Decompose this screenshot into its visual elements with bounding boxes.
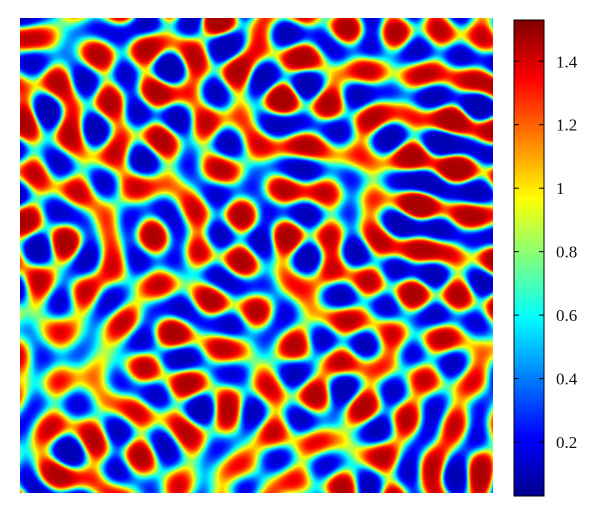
colorbar-tick-label: 0.4 (556, 370, 578, 389)
heatmap-canvas (20, 18, 493, 493)
colorbar-tick-label: 0.8 (556, 243, 577, 262)
colorbar-ticks: 0.2 0.4 0.6 0.8 1 1.2 1.4 (514, 52, 578, 452)
colorbar-tick-label: 0.6 (556, 306, 577, 325)
colorbar-gradient (513, 19, 545, 497)
colorbar-tick-label: 1 (556, 179, 565, 198)
heatmap-plot (20, 18, 493, 493)
colorbar-tick-label: 0.2 (556, 433, 577, 452)
colorbar-tick-label: 1.4 (556, 52, 578, 71)
colorbar-tick-label: 1.2 (556, 116, 577, 135)
colorbar: 0.2 0.4 0.6 0.8 1 1.2 1.4 (513, 19, 578, 497)
